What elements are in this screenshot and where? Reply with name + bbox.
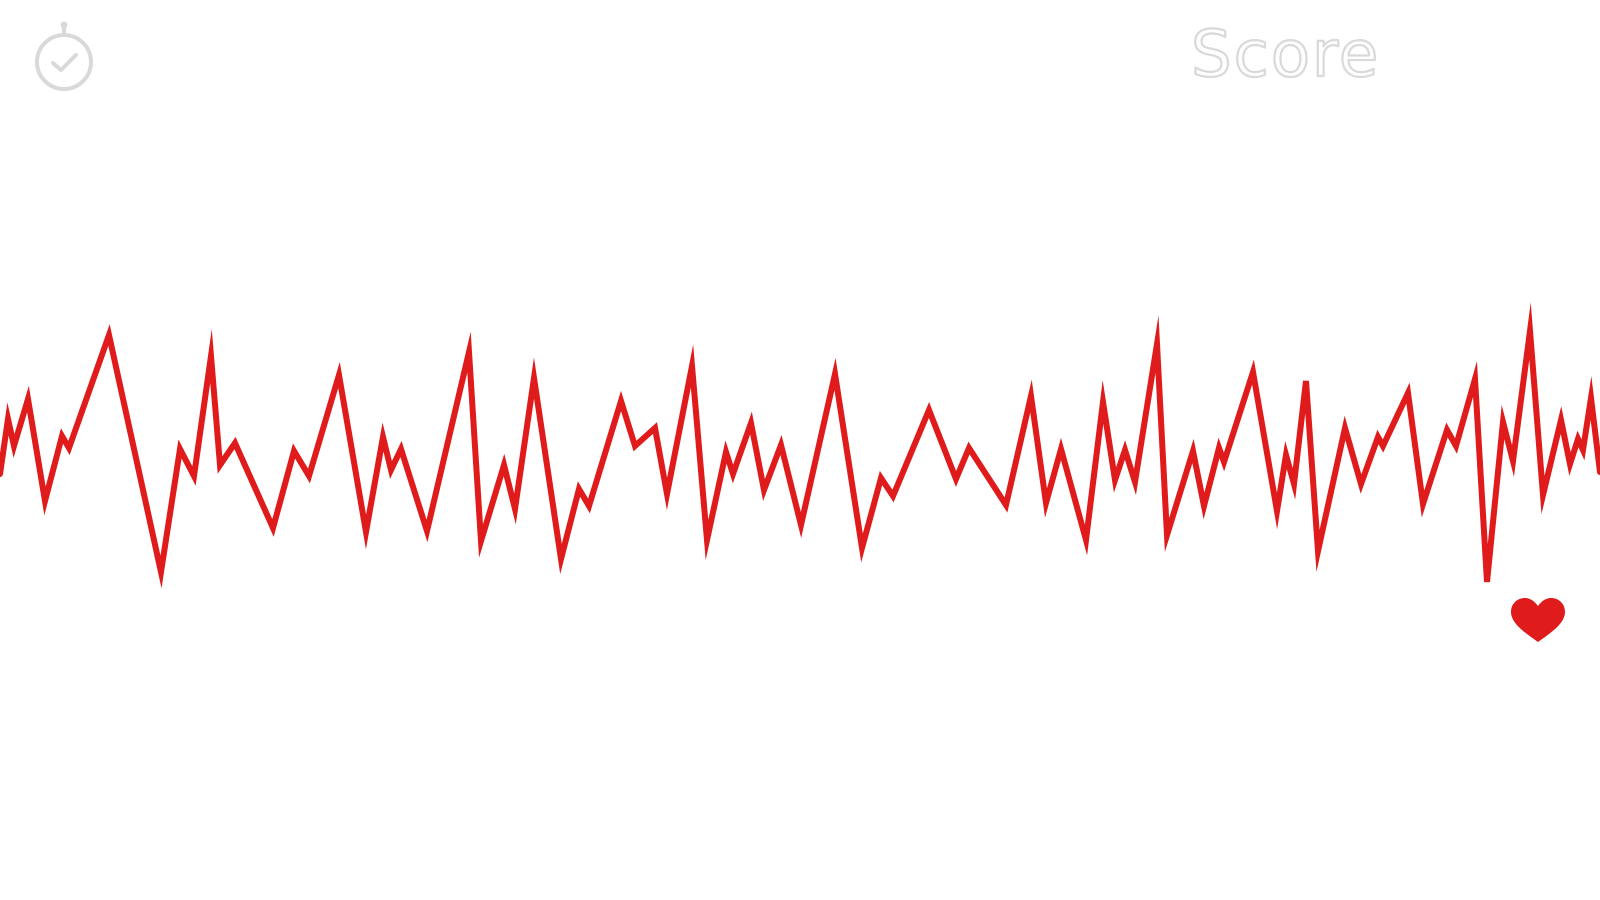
heart-icon[interactable] <box>1509 596 1567 644</box>
waveform-line <box>0 302 1600 589</box>
stopwatch-check-icon[interactable] <box>28 18 100 94</box>
score-label: Score <box>1190 17 1380 93</box>
score-text: Score <box>1191 18 1380 92</box>
